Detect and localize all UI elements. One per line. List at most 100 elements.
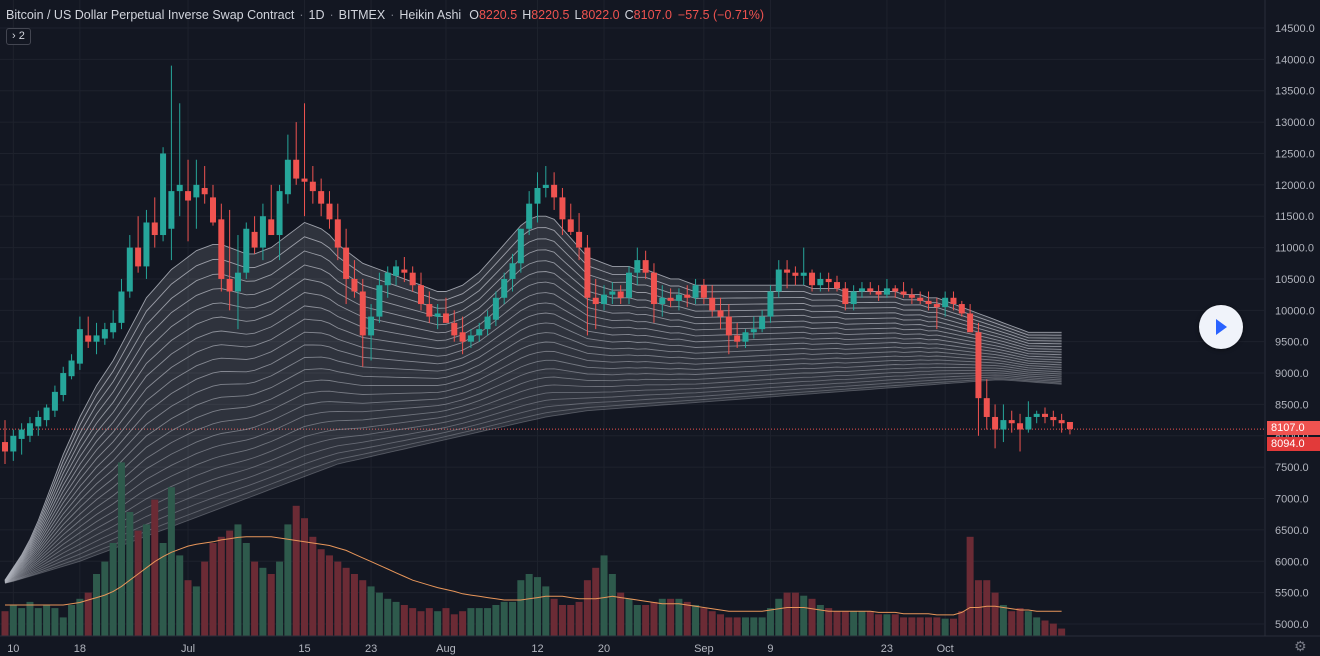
volume-bar (159, 543, 167, 636)
candle-body (501, 278, 508, 298)
time-axis: 10 18 Jul 15 23 Aug 12 20 Sep 9 23 Oct (0, 635, 1320, 655)
candle-body (93, 335, 100, 342)
indicators-collapse-button[interactable]: › 2 (6, 28, 31, 45)
volume-bar (51, 608, 59, 636)
gear-icon[interactable]: ⚙ (1294, 638, 1307, 654)
candle-body (567, 219, 574, 232)
replay-play-button[interactable] (1199, 305, 1243, 349)
volume-bar (109, 543, 117, 636)
volume-bar (9, 605, 17, 636)
volume-bar (825, 608, 833, 636)
candle-body (734, 335, 741, 342)
candle-body (634, 260, 641, 273)
volume-bar (650, 601, 658, 636)
volume-bar (533, 577, 541, 636)
volume-bar (558, 605, 566, 636)
ribbon-price-label: 8094.0 (1267, 437, 1320, 451)
ribbon-line (4, 378, 1062, 584)
volume-bar (342, 567, 350, 636)
candle-body (418, 285, 424, 305)
candle-body (1042, 413, 1048, 417)
volume-bar (683, 601, 691, 636)
volume-bar (850, 611, 858, 636)
volume-bar (201, 561, 209, 636)
candle-body (160, 153, 167, 236)
volume-bar (983, 580, 991, 636)
volume-bar (242, 543, 250, 636)
ribbon-line (4, 302, 1062, 582)
volume-bar (43, 605, 51, 636)
candle-body (318, 191, 325, 204)
volume-bar (292, 505, 300, 636)
volume-bar (325, 555, 333, 636)
time-tick-label: 23 (365, 643, 377, 655)
symbol-title[interactable]: Bitcoin / US Dollar Perpetual Inverse Sw… (6, 8, 295, 22)
volume-bar (841, 611, 849, 636)
low-key: L (574, 8, 582, 22)
price-tick-label: 14000.0 (1275, 54, 1315, 66)
candle-body (68, 360, 75, 377)
volume-bar (34, 608, 42, 636)
volume-bar (708, 611, 716, 636)
candle-body (60, 373, 67, 396)
candles (2, 65, 1073, 465)
volume-bar (467, 608, 475, 636)
volume-bar (1033, 617, 1041, 636)
candle-body (251, 231, 258, 248)
candle-body (384, 272, 391, 286)
time-tick-label: 9 (767, 643, 773, 655)
time-tick-label: Jul (181, 643, 195, 655)
candle-body (442, 313, 449, 323)
volume-bar (808, 598, 816, 636)
candle-body (800, 272, 807, 276)
candle-body (110, 322, 117, 333)
candle-body (983, 398, 990, 417)
price-tick-label: 7000.0 (1275, 494, 1309, 506)
candle-body (218, 219, 225, 279)
price-tick-label: 10000.0 (1275, 305, 1315, 317)
volume-bar (608, 574, 616, 636)
open-key: O (469, 8, 479, 22)
candle-body (917, 297, 924, 301)
volume-bar (600, 555, 608, 636)
candle-body (925, 300, 932, 305)
volume-bar (492, 605, 500, 636)
volume-bar (1016, 608, 1024, 636)
candle-body (343, 247, 350, 279)
candle-body (809, 272, 816, 286)
candle-body (784, 269, 791, 273)
candle-body (351, 278, 358, 292)
volume-bar (642, 605, 650, 636)
candle-body (775, 269, 782, 292)
candle-body (534, 187, 541, 204)
time-tick-label: 15 (298, 643, 310, 655)
volume-bar (891, 614, 899, 636)
volume-bar (583, 580, 591, 636)
volume-bar (816, 605, 824, 636)
candle-body (10, 435, 17, 452)
candle-body (850, 291, 857, 305)
volume-bar (267, 574, 275, 636)
high-key: H (522, 8, 532, 22)
volume-bar (442, 608, 450, 636)
candle-body (334, 219, 341, 248)
candle-body (51, 391, 58, 411)
volume-bar (633, 605, 641, 636)
candle-body (659, 297, 666, 305)
candle-body (135, 247, 142, 267)
close-value: 8107.0 (633, 8, 672, 22)
volume-bar (800, 595, 808, 636)
volume-bar (93, 574, 101, 636)
volume-bar (217, 536, 225, 636)
candle-body (301, 178, 308, 182)
ribbon-line (4, 227, 1062, 581)
volume-bar (717, 614, 725, 636)
ma-ribbon (4, 215, 1062, 584)
time-tick-label: Aug (436, 643, 456, 655)
ribbon-line (4, 372, 1062, 584)
candle-body (185, 191, 192, 201)
volume-bar (592, 567, 600, 636)
volume-bar (625, 598, 633, 636)
volume-bar (284, 524, 292, 636)
